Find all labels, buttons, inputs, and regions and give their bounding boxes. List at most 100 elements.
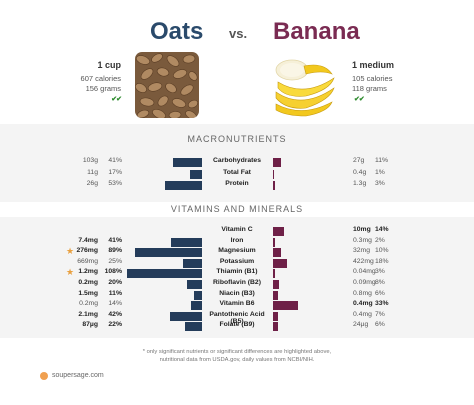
star-icon: ★ <box>66 267 75 278</box>
left-bar <box>190 169 202 179</box>
right-percent: 18% <box>375 257 389 265</box>
nutrient-row: ★ 1.2mg 108% Thiamin (B1) 0.04mg 3% <box>0 267 474 279</box>
left-percent: 11% <box>108 289 122 297</box>
right-value: 1.3g <box>353 180 367 187</box>
left-bar <box>165 181 202 190</box>
left-bar <box>187 280 202 289</box>
nutrient-name: Niacin (B3) <box>219 289 255 297</box>
nutrient-row: 87µg 22% Folate (B9) 24µg 6% <box>0 321 474 332</box>
soupersage-logo-icon <box>40 372 48 380</box>
right-percent: 11% <box>375 157 389 164</box>
nutrient-row: 0.2mg 20% Riboflavin (B2) 0.09mg 8% <box>0 279 474 290</box>
right-value: 0.4g <box>353 168 367 176</box>
left-grams: 156 grams <box>85 84 121 93</box>
nutrient-name: Magnesium <box>218 247 256 255</box>
right-bar <box>273 158 281 167</box>
left-bar <box>191 301 202 311</box>
nutrient-row: Vitamin C 10mg 14% <box>0 226 474 237</box>
nutrient-row: 26g 53% Protein 1.3g 3% <box>0 180 474 191</box>
right-check-icon: ✔✔ <box>354 96 365 103</box>
right-bar <box>273 248 281 258</box>
left-calories: 607 calories <box>80 74 121 83</box>
left-bar <box>173 158 202 167</box>
left-percent: 17% <box>108 168 122 176</box>
right-percent: 8% <box>375 279 385 286</box>
left-percent: 53% <box>108 180 122 187</box>
nutrient-name: Pantothenic Acid (B5) <box>209 310 265 325</box>
left-value: 0.2mg <box>79 300 98 308</box>
left-bar <box>170 311 202 321</box>
right-percent: 1% <box>375 168 385 176</box>
nutrient-row: 103g 41% Carbohydrates 27g 11% <box>0 157 474 168</box>
left-percent: 42% <box>108 310 122 318</box>
right-percent: 6% <box>375 321 385 329</box>
nutrient-name: Carbohydrates <box>213 157 261 164</box>
right-value: 0.04mg <box>353 268 376 276</box>
nutrient-name: Vitamin C <box>221 226 253 233</box>
nutrient-name: Total Fat <box>223 168 251 176</box>
right-value: 32mg <box>353 247 371 255</box>
nutrient-row: 0.2mg 14% Vitamin B6 0.4mg 33% <box>0 300 474 311</box>
nutrient-name: Potassium <box>219 257 255 265</box>
left-percent: 25% <box>108 257 122 265</box>
macros-title: MACRONUTRIENTS <box>187 134 287 144</box>
banana-image <box>272 52 336 118</box>
right-bar <box>273 301 298 311</box>
right-percent: 33% <box>375 300 389 308</box>
right-percent: 7% <box>375 310 385 318</box>
right-bar <box>273 227 284 236</box>
left-value: 2.1mg <box>78 310 98 318</box>
vs-label: vs. <box>229 26 248 41</box>
left-value: 26g <box>86 180 98 187</box>
left-value: 1.5mg <box>78 289 98 297</box>
right-percent: 2% <box>375 236 385 244</box>
left-food-title: Oats <box>150 18 204 45</box>
left-value: 103g <box>82 157 98 164</box>
left-bar <box>171 237 202 247</box>
nutrient-row: 1.5mg 11% Niacin (B3) 0.8mg 6% <box>0 290 474 301</box>
right-percent: 10% <box>375 247 389 255</box>
left-value: 276mg <box>76 247 98 255</box>
left-value: 7.4mg <box>78 236 98 244</box>
left-bar <box>127 269 202 279</box>
right-bar <box>273 280 279 289</box>
macros-section <box>0 124 474 202</box>
right-percent: 3% <box>375 180 385 187</box>
left-percent: 89% <box>108 247 122 255</box>
left-percent: 41% <box>108 236 122 244</box>
left-percent: 20% <box>108 279 122 286</box>
star-icon: ★ <box>66 246 75 257</box>
left-value: 87µg <box>82 321 98 329</box>
right-bar <box>273 269 275 279</box>
vitamins-section <box>0 217 474 338</box>
footer-site-link[interactable]: soupersage.com <box>52 372 104 379</box>
right-percent: 14% <box>375 226 389 233</box>
left-value: 1.2mg <box>78 268 98 276</box>
right-value: 0.4mg <box>353 310 372 318</box>
nutrient-name: Iron <box>230 236 244 244</box>
left-value: 11g <box>87 168 98 176</box>
nutrient-row: 2.1mg 42% Pantothenic Acid (B5) 0.4mg 7% <box>0 310 474 325</box>
right-bar <box>273 169 274 179</box>
right-grams: 118 grams <box>352 84 387 93</box>
nutrient-row: 669mg 25% Potassium 422mg 18% <box>0 258 474 269</box>
left-bar <box>185 322 202 332</box>
right-bar <box>273 311 278 321</box>
right-value: 422mg <box>353 257 374 265</box>
left-value: 0.2mg <box>78 279 98 286</box>
right-bar <box>273 181 275 190</box>
nutrient-row: ★ 276mg 89% Magnesium 32mg 10% <box>0 246 474 258</box>
left-percent: 108% <box>104 268 122 276</box>
right-value: 24µg <box>353 321 369 329</box>
right-food-title: Banana <box>273 18 360 45</box>
right-bar <box>273 258 287 268</box>
right-value: 27g <box>353 157 365 164</box>
left-check-icon: ✔✔ <box>111 96 122 103</box>
right-value: 10mg <box>353 226 371 233</box>
vitamins-title: VITAMINS AND MINERALS <box>170 204 304 214</box>
right-value: 0.8mg <box>353 289 372 297</box>
left-bar <box>194 290 202 300</box>
right-percent: 3% <box>375 268 385 276</box>
footnote-line1: * only significant nutrients or signific… <box>142 349 332 355</box>
nutrient-row: 7.4mg 41% Iron 0.3mg 2% <box>0 237 474 248</box>
